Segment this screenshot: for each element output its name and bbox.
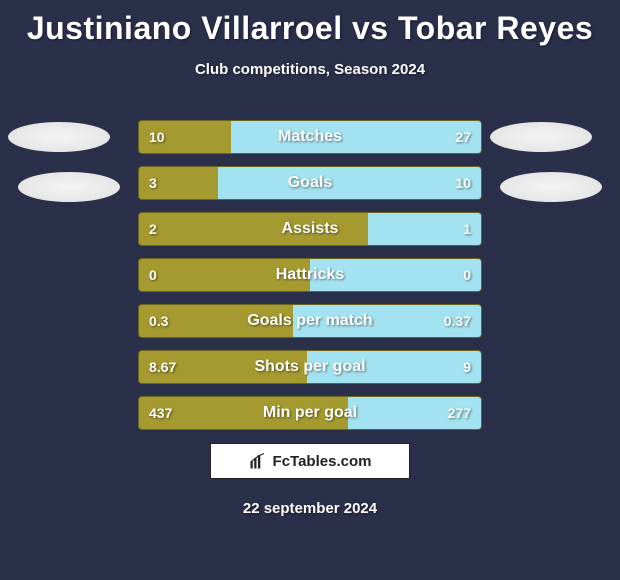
stat-bar-left-fill bbox=[139, 121, 231, 153]
stat-bar-right-fill bbox=[293, 305, 481, 337]
comparison-title: Justiniano Villarroel vs Tobar Reyes bbox=[0, 0, 620, 47]
subtitle: Club competitions, Season 2024 bbox=[0, 61, 620, 78]
stat-bar: Min per goal437277 bbox=[138, 396, 482, 430]
stat-bar: Assists21 bbox=[138, 212, 482, 246]
vs-text: vs bbox=[352, 10, 389, 46]
stat-bars-container: Matches1027 Goals310 Assists21 Hattricks00 G… bbox=[138, 120, 482, 442]
stat-bar-right-fill bbox=[231, 121, 481, 153]
stat-bar-left-fill bbox=[139, 167, 218, 199]
footer-date: 22 september 2024 bbox=[0, 500, 620, 517]
player1-avatar-placeholder-bottom bbox=[18, 172, 120, 202]
stat-bar: Goals per match0.30.37 bbox=[138, 304, 482, 338]
stat-bar: Matches1027 bbox=[138, 120, 482, 154]
player1-avatar-placeholder-top bbox=[8, 122, 110, 152]
stat-bar-right-fill bbox=[218, 167, 481, 199]
player2-avatar-placeholder-bottom bbox=[500, 172, 602, 202]
stat-bar: Shots per goal8.679 bbox=[138, 350, 482, 384]
stat-bar: Hattricks00 bbox=[138, 258, 482, 292]
stat-bar-left-fill bbox=[139, 213, 368, 245]
stat-bar-left-fill bbox=[139, 305, 293, 337]
player2-name: Tobar Reyes bbox=[398, 10, 593, 46]
stat-bar: Goals310 bbox=[138, 166, 482, 200]
stat-bar-right-fill bbox=[310, 259, 481, 291]
stat-bar-right-fill bbox=[348, 397, 481, 429]
stat-bar-left-fill bbox=[139, 259, 310, 291]
brand-box: FcTables.com bbox=[210, 443, 410, 479]
stat-bar-left-fill bbox=[139, 397, 348, 429]
stat-bar-left-fill bbox=[139, 351, 307, 383]
stat-bar-right-fill bbox=[307, 351, 481, 383]
fctables-logo-icon bbox=[249, 452, 267, 470]
player2-avatar-placeholder-top bbox=[490, 122, 592, 152]
brand-text: FcTables.com bbox=[273, 453, 372, 470]
player1-name: Justiniano Villarroel bbox=[27, 10, 343, 46]
stat-bar-right-fill bbox=[368, 213, 481, 245]
